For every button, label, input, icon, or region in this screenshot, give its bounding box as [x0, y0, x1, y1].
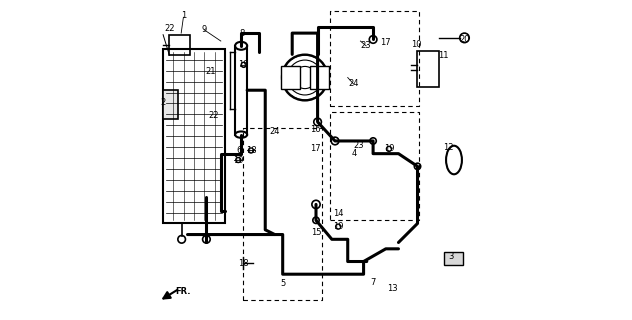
Circle shape — [336, 224, 341, 229]
Circle shape — [312, 200, 320, 209]
Text: 23: 23 — [354, 141, 365, 150]
Text: 11: 11 — [437, 51, 448, 60]
Text: 24: 24 — [348, 79, 359, 88]
Circle shape — [203, 236, 210, 243]
Text: 2: 2 — [161, 99, 166, 108]
Circle shape — [369, 36, 377, 43]
Text: 19: 19 — [238, 60, 249, 69]
Ellipse shape — [235, 132, 247, 138]
Text: 22: 22 — [164, 24, 174, 33]
Bar — [444, 252, 463, 265]
Circle shape — [459, 33, 469, 43]
Text: 4: 4 — [351, 149, 356, 158]
Text: 18: 18 — [238, 259, 248, 268]
Bar — [281, 67, 300, 89]
Text: 17: 17 — [380, 38, 391, 47]
Text: 22: 22 — [209, 111, 219, 120]
Text: 19: 19 — [384, 144, 394, 153]
Text: 13: 13 — [387, 284, 398, 293]
Text: 20: 20 — [459, 35, 470, 44]
Ellipse shape — [282, 54, 328, 100]
Text: 19: 19 — [233, 156, 243, 164]
Circle shape — [331, 137, 339, 145]
Text: 9: 9 — [202, 25, 207, 35]
Circle shape — [248, 148, 253, 153]
Text: 19: 19 — [333, 222, 343, 231]
Circle shape — [370, 138, 376, 144]
Circle shape — [313, 118, 322, 126]
Text: 14: 14 — [333, 209, 343, 219]
Text: FR.: FR. — [175, 287, 190, 296]
Circle shape — [236, 157, 241, 163]
Circle shape — [178, 236, 185, 243]
Text: 3: 3 — [448, 252, 454, 261]
Bar — [169, 35, 190, 55]
Text: 12: 12 — [444, 143, 454, 152]
Circle shape — [313, 217, 319, 223]
Bar — [310, 67, 329, 89]
Text: 1: 1 — [181, 11, 186, 20]
Text: 21: 21 — [205, 67, 216, 76]
Text: 16: 16 — [310, 125, 320, 134]
Text: 8: 8 — [240, 28, 245, 38]
Circle shape — [415, 163, 421, 170]
Text: 6: 6 — [236, 146, 242, 155]
Text: 18: 18 — [246, 146, 257, 155]
Text: 23: 23 — [361, 41, 372, 50]
Bar — [417, 51, 439, 87]
Ellipse shape — [235, 42, 247, 50]
Bar — [163, 49, 225, 223]
Circle shape — [241, 62, 246, 68]
Text: 5: 5 — [280, 279, 285, 288]
Text: 17: 17 — [310, 144, 320, 153]
Text: 7: 7 — [370, 278, 376, 287]
Text: 24: 24 — [269, 127, 280, 136]
Text: 15: 15 — [311, 228, 321, 237]
Bar — [235, 46, 247, 135]
Circle shape — [386, 146, 391, 151]
Text: 10: 10 — [411, 40, 421, 49]
Bar — [163, 90, 178, 119]
